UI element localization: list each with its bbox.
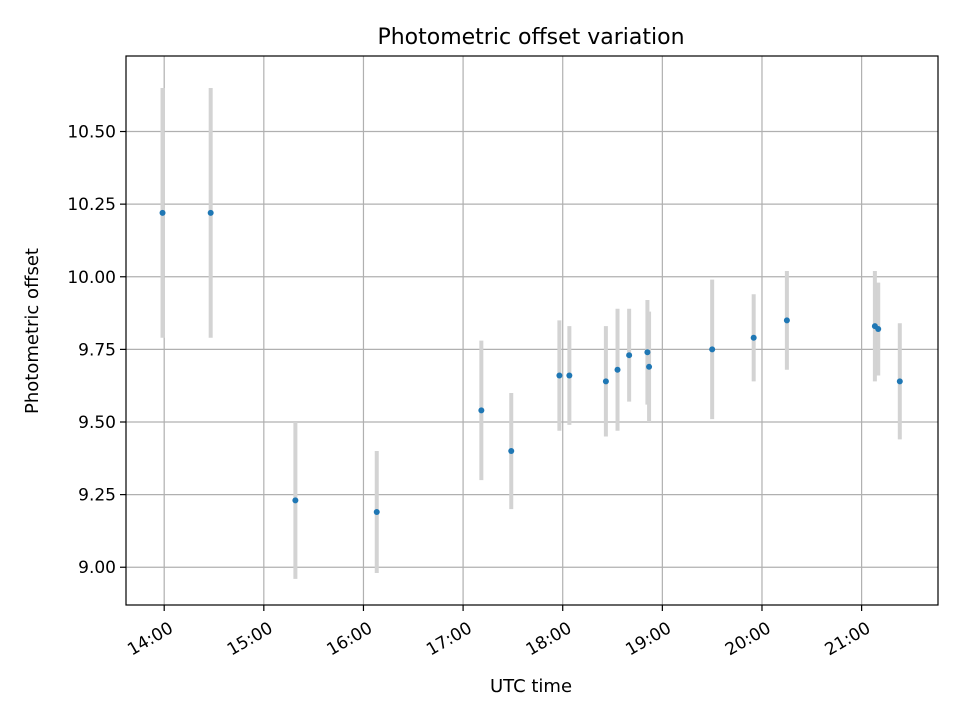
- plot-frame: [125, 55, 939, 606]
- data-point: [292, 497, 299, 504]
- data-point: [626, 352, 633, 359]
- data-point: [783, 317, 790, 324]
- y-tick-label: 10.50: [67, 123, 116, 143]
- data-point: [207, 209, 214, 216]
- data-point: [566, 372, 573, 379]
- data-point: [644, 349, 651, 356]
- y-tick-label: 9.25: [78, 486, 116, 506]
- grid: [126, 56, 938, 605]
- data-point: [646, 363, 653, 370]
- data-point: [556, 372, 563, 379]
- data-point: [896, 378, 903, 385]
- data-point: [614, 366, 621, 373]
- y-tick-label: 10.25: [67, 195, 116, 215]
- data-point: [709, 346, 716, 353]
- x-axis-label: UTC time: [490, 676, 572, 697]
- y-tick-label: 9.75: [78, 340, 116, 360]
- data-point: [750, 334, 757, 341]
- data-point: [875, 326, 882, 333]
- y-axis-label: Photometric offset: [22, 248, 43, 414]
- data-point: [478, 407, 485, 414]
- data-points: [159, 209, 903, 516]
- chart-title: Photometric offset variation: [377, 25, 684, 50]
- data-point: [508, 448, 515, 455]
- y-tick-label: 10.00: [67, 268, 116, 288]
- y-tick-label: 9.50: [78, 413, 116, 433]
- data-point: [159, 209, 166, 216]
- data-point: [373, 509, 380, 516]
- y-tick-label: 9.00: [78, 558, 116, 578]
- data-point: [602, 378, 609, 385]
- y-axis-ticks: 9.00 9.25 9.50 9.75 10.00 10.25 10.50: [67, 123, 126, 578]
